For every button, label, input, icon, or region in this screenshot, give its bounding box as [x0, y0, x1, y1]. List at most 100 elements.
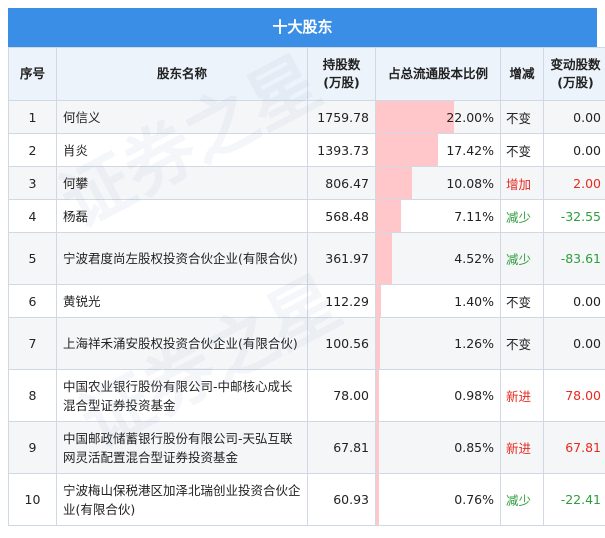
ratio-bar	[376, 318, 381, 369]
ratio-cell: 17.42%	[375, 133, 501, 167]
shares-cell: 1759.78	[307, 100, 376, 134]
shareholders-table: 序号 股东名称 持股数 (万股) 占总流通股本比例 增减 变动股数 (万股) 1 何信…	[8, 47, 605, 526]
shares-cell: 78.00	[307, 369, 376, 422]
shares-cell: 806.47	[307, 166, 376, 200]
ratio-bar	[376, 101, 454, 133]
table-title: 十大股东	[8, 8, 597, 47]
ratio-cell: 22.00%	[375, 100, 501, 134]
ratio-bar	[376, 474, 379, 525]
rank-cell: 3	[8, 166, 57, 200]
ratio-bar	[376, 167, 412, 199]
rank-cell: 10	[8, 473, 57, 526]
change-status-cell: 不变	[500, 100, 544, 134]
header-delta: 变动股数 (万股)	[543, 47, 605, 101]
rank-cell: 2	[8, 133, 57, 167]
change-amount-cell: -83.61	[543, 232, 605, 285]
header-row: 序号 股东名称 持股数 (万股) 占总流通股本比例 增减 变动股数 (万股)	[8, 47, 605, 101]
table-row: 6 黄锐光 112.29 1.40% 不变 0.00	[8, 284, 605, 318]
change-status-cell: 增加	[500, 166, 544, 200]
shares-cell: 100.56	[307, 317, 376, 370]
shareholder-name-cell: 宁波梅山保税港区加泽北瑞创业投资合伙企业(有限合伙)	[56, 473, 308, 526]
header-rank: 序号	[8, 47, 57, 101]
ratio-bar	[376, 285, 381, 317]
rank-cell: 4	[8, 199, 57, 233]
shareholder-name-cell: 何攀	[56, 166, 308, 200]
change-amount-cell: -22.41	[543, 473, 605, 526]
ratio-cell: 4.52%	[375, 232, 501, 285]
rank-cell: 5	[8, 232, 57, 285]
shareholder-name-cell: 黄锐光	[56, 284, 308, 318]
shares-cell: 67.81	[307, 421, 376, 474]
ratio-cell: 7.11%	[375, 199, 501, 233]
change-status-cell: 减少	[500, 232, 544, 285]
header-name: 股东名称	[56, 47, 308, 101]
ratio-cell: 0.85%	[375, 421, 501, 474]
ratio-bar	[376, 134, 438, 166]
ratio-value: 1.40%	[454, 293, 494, 309]
change-status-cell: 不变	[500, 133, 544, 167]
shares-cell: 1393.73	[307, 133, 376, 167]
change-amount-cell: 0.00	[543, 133, 605, 167]
shareholder-name-cell: 中国邮政储蓄银行股份有限公司-天弘互联网灵活配置混合型证券投资基金	[56, 421, 308, 474]
ratio-value: 0.76%	[454, 492, 494, 507]
table-row: 4 杨磊 568.48 7.11% 减少 -32.55	[8, 199, 605, 233]
ratio-bar	[376, 200, 402, 232]
change-amount-cell: 0.00	[543, 284, 605, 318]
table-row: 10 宁波梅山保税港区加泽北瑞创业投资合伙企业(有限合伙) 60.93 0.76% 减少…	[8, 473, 605, 526]
ratio-value: 10.08%	[446, 175, 494, 191]
change-status-cell: 减少	[500, 473, 544, 526]
change-amount-cell: 67.81	[543, 421, 605, 474]
table-body: 1 何信义 1759.78 22.00% 不变 0.00 2 肖炎 1393.73 17.42% 不…	[8, 100, 605, 526]
shares-cell: 568.48	[307, 199, 376, 233]
shares-cell: 361.97	[307, 232, 376, 285]
shareholder-name-cell: 肖炎	[56, 133, 308, 167]
shareholder-name-cell: 中国农业银行股份有限公司-中邮核心成长混合型证券投资基金	[56, 369, 308, 422]
shareholder-name-cell: 上海祥禾涌安股权投资合伙企业(有限合伙)	[56, 317, 308, 370]
shareholder-name-cell: 宁波君度尚左股权投资合伙企业(有限合伙)	[56, 232, 308, 285]
shares-cell: 60.93	[307, 473, 376, 526]
ratio-value: 7.11%	[454, 208, 494, 224]
change-status-cell: 新进	[500, 421, 544, 474]
header-shares: 持股数 (万股)	[307, 47, 376, 101]
ratio-value: 4.52%	[454, 251, 494, 266]
table-row: 5 宁波君度尚左股权投资合伙企业(有限合伙) 361.97 4.52% 减少 -83.61	[8, 232, 605, 285]
change-amount-cell: 78.00	[543, 369, 605, 422]
change-amount-cell: 0.00	[543, 100, 605, 134]
ratio-value: 0.85%	[454, 440, 494, 455]
shareholder-name-cell: 杨磊	[56, 199, 308, 233]
change-status-cell: 不变	[500, 284, 544, 318]
shares-cell: 112.29	[307, 284, 376, 318]
header-ratio: 占总流通股本比例	[375, 47, 501, 101]
ratio-cell: 0.76%	[375, 473, 501, 526]
rank-cell: 6	[8, 284, 57, 318]
change-amount-cell: 2.00	[543, 166, 605, 200]
ratio-value: 1.26%	[454, 336, 494, 351]
table-row: 2 肖炎 1393.73 17.42% 不变 0.00	[8, 133, 605, 167]
table-row: 1 何信义 1759.78 22.00% 不变 0.00	[8, 100, 605, 134]
ratio-bar	[376, 422, 379, 473]
ratio-cell: 0.98%	[375, 369, 501, 422]
table-row: 7 上海祥禾涌安股权投资合伙企业(有限合伙) 100.56 1.26% 不变 0.00	[8, 317, 605, 370]
ratio-value: 22.00%	[446, 109, 494, 125]
top-shareholders-panel: 十大股东 序号 股东名称 持股数 (万股) 占总流通股本比例 增减 变动股数 (万股…	[8, 8, 605, 526]
table-row: 9 中国邮政储蓄银行股份有限公司-天弘互联网灵活配置混合型证券投资基金 67.81 0…	[8, 421, 605, 474]
ratio-cell: 1.40%	[375, 284, 501, 318]
ratio-bar	[376, 233, 393, 284]
change-status-cell: 不变	[500, 317, 544, 370]
ratio-cell: 10.08%	[375, 166, 501, 200]
ratio-cell: 1.26%	[375, 317, 501, 370]
ratio-bar	[376, 370, 380, 421]
ratio-value: 0.98%	[454, 388, 494, 403]
rank-cell: 7	[8, 317, 57, 370]
rank-cell: 8	[8, 369, 57, 422]
change-status-cell: 新进	[500, 369, 544, 422]
change-amount-cell: 0.00	[543, 317, 605, 370]
rank-cell: 1	[8, 100, 57, 134]
ratio-value: 17.42%	[446, 142, 494, 158]
table-row: 3 何攀 806.47 10.08% 增加 2.00	[8, 166, 605, 200]
header-change: 增减	[500, 47, 544, 101]
table-row: 8 中国农业银行股份有限公司-中邮核心成长混合型证券投资基金 78.00 0.98% 新…	[8, 369, 605, 422]
shareholder-name-cell: 何信义	[56, 100, 308, 134]
change-status-cell: 减少	[500, 199, 544, 233]
rank-cell: 9	[8, 421, 57, 474]
